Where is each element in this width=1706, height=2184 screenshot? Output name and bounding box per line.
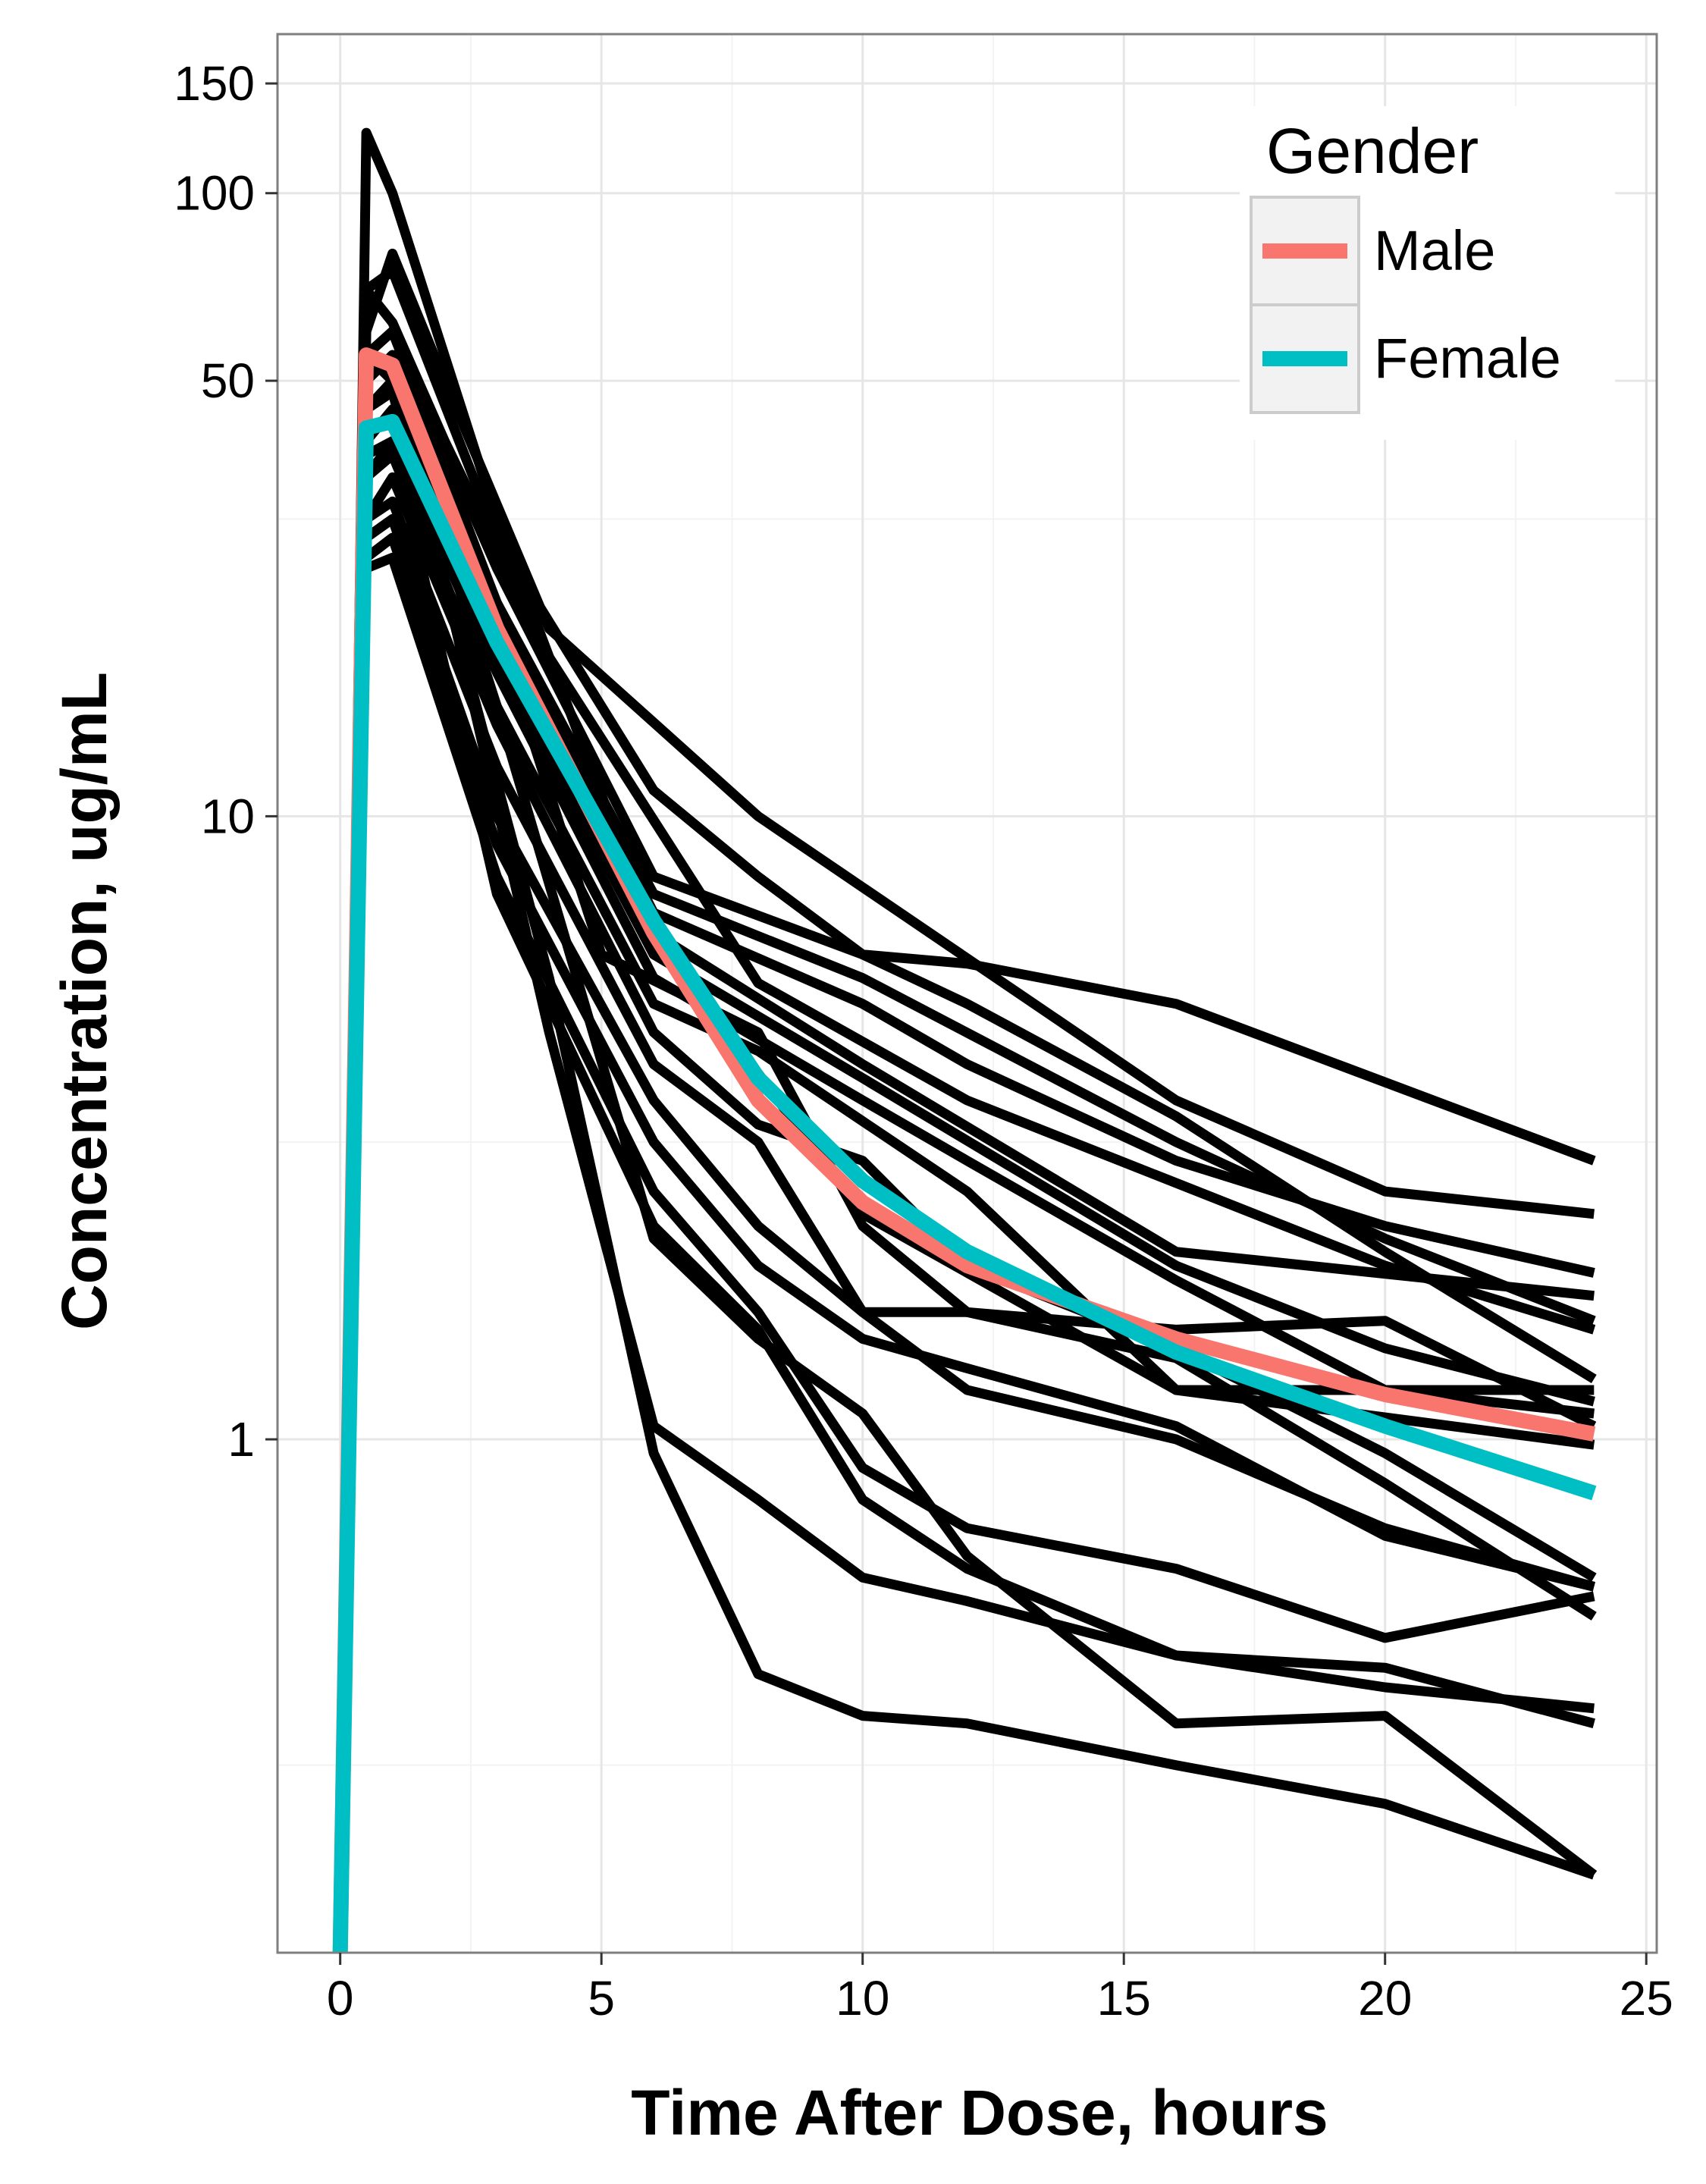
mean-lines [332, 347, 1597, 1953]
y-tick-label: 150 [174, 56, 255, 111]
subject-line [335, 387, 1596, 1953]
x-tick-label: 10 [836, 1971, 889, 2026]
x-axis-title: Time After Dose, hours [631, 2077, 1328, 2148]
mean-line-female [332, 413, 1597, 1953]
y-tick-label: 10 [201, 789, 255, 843]
y-tick-label: 100 [174, 166, 255, 221]
subject-line [335, 265, 1596, 1953]
x-tick-label: 25 [1620, 1971, 1673, 2026]
y-tick-label: 1 [227, 1412, 255, 1467]
legend-label-female: Female [1374, 327, 1561, 390]
x-tick-label: 5 [588, 1971, 615, 2026]
subject-line [335, 375, 1598, 1953]
subject-line [335, 436, 1595, 1953]
plot-panel-border [276, 33, 1658, 1954]
legend-title: Gender [1266, 115, 1479, 187]
x-axis-ticks: 0 5 10 15 20 25 [327, 1953, 1673, 2026]
subject-line [335, 350, 1597, 1953]
y-tick-label: 50 [201, 353, 255, 408]
subject-line [335, 513, 1597, 1953]
x-tick-label: 20 [1358, 1971, 1412, 2026]
x-tick-label: 15 [1097, 1971, 1151, 2026]
legend: Gender Male Female [1240, 106, 1615, 440]
y-axis-title: Concentration, ug/mL [49, 672, 120, 1330]
grid [278, 34, 1657, 1953]
subject-line [335, 552, 1595, 1953]
mean-line-male [332, 347, 1596, 1953]
subject-line [335, 326, 1595, 1953]
x-tick-label: 0 [327, 1971, 354, 2026]
subject-line [335, 496, 1596, 1953]
y-axis-ticks: 1 10 50 100 150 [174, 56, 278, 1467]
subject-line [335, 532, 1595, 1953]
legend-label-male: Male [1374, 219, 1495, 282]
